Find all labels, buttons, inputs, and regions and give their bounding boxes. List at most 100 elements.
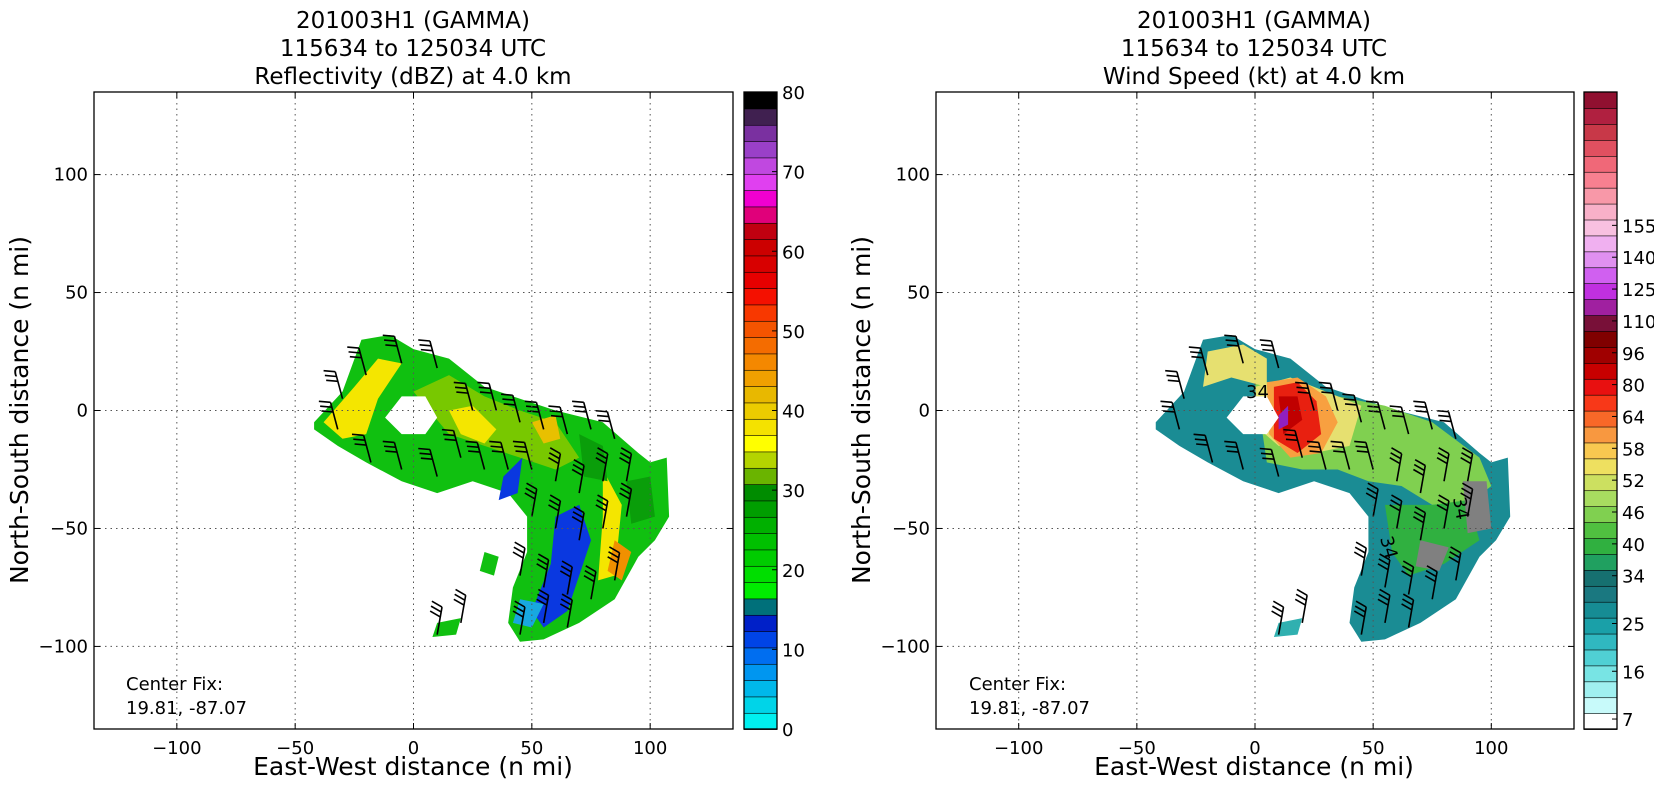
y-tick-label: 100 <box>54 165 88 186</box>
reflectivity-region <box>531 415 561 444</box>
colorbar-level <box>743 238 778 257</box>
right-y-axis-label: North-South distance (n mi) <box>847 236 876 584</box>
colorbar-level <box>743 451 778 469</box>
wind-speed-region <box>1415 540 1449 571</box>
colorbar-level <box>1583 617 1618 635</box>
colorbar-level <box>743 434 778 453</box>
wind-barb <box>536 588 550 623</box>
colorbar-level <box>1583 282 1618 300</box>
wind-barb <box>1460 447 1474 482</box>
wind-barb <box>559 560 573 595</box>
wind-barb <box>536 553 550 588</box>
wind-barb <box>595 494 609 529</box>
reflectivity-field <box>314 335 670 642</box>
colorbar-tick-label: 155 <box>1622 216 1654 237</box>
wind-barb <box>318 400 339 430</box>
y-tick-labels: −100 −50 0 50 100 <box>881 165 1574 657</box>
wind-barb <box>1318 381 1339 411</box>
wind-barb <box>1353 600 1367 635</box>
wind-barb <box>382 334 403 364</box>
colorbar-level <box>743 467 778 485</box>
wind-barb <box>1413 400 1433 430</box>
colorbar-level <box>743 320 778 338</box>
y-tick-label: 50 <box>907 283 930 304</box>
colorbar-level <box>1583 330 1618 348</box>
colorbar-level <box>1583 314 1618 332</box>
wind-barb <box>1165 369 1185 399</box>
wind-barb <box>1424 565 1438 600</box>
colorbar-level <box>1583 346 1618 364</box>
wind-barb <box>453 588 467 623</box>
colorbar-tick-label: 58 <box>1622 439 1645 460</box>
colorbar-tick-label: 0 <box>782 720 793 741</box>
x-tick-label: 50 <box>1362 738 1385 759</box>
colorbar-level <box>743 108 778 126</box>
colorbar-level <box>743 222 778 240</box>
colorbar-level <box>1583 489 1618 507</box>
colorbar-level <box>743 369 778 387</box>
reflectivity-region <box>449 405 497 444</box>
wind-barb <box>1460 482 1474 517</box>
wind-barb <box>619 482 633 517</box>
colorbar-tick-label: 50 <box>782 322 805 343</box>
wind-speed-field <box>1155 335 1511 642</box>
wind-barb <box>347 346 367 376</box>
right-title-line1: 201003H1 (GAMMA) <box>1137 8 1371 34</box>
reflectivity-region <box>607 540 632 581</box>
colorbar-tick-label: 70 <box>782 163 805 184</box>
wind-barb <box>1330 440 1351 470</box>
colorbar-tick-label: 140 <box>1622 248 1654 269</box>
colorbar-level <box>743 614 778 632</box>
wind-barb <box>501 393 521 423</box>
colorbar-tick-label: 64 <box>1622 407 1645 428</box>
wind-barb <box>1354 440 1374 470</box>
wind-speed-region <box>1384 500 1480 576</box>
colorbar-level <box>743 287 778 306</box>
wind-barb <box>512 600 526 635</box>
reflectivity-region <box>498 457 523 501</box>
colorbar-level <box>743 189 778 208</box>
reflectivity-region <box>512 599 544 628</box>
y-tick-label: −100 <box>881 636 930 657</box>
colorbar-level <box>743 206 778 224</box>
colorbar-tick-label: 34 <box>1622 567 1645 588</box>
colorbar-level <box>743 712 778 730</box>
wind-barb <box>1365 400 1386 430</box>
colorbar-tick-label: 46 <box>1622 503 1645 524</box>
colorbar-level <box>1583 107 1618 125</box>
reflectivity-region <box>413 375 580 470</box>
colorbar-level <box>1583 712 1618 730</box>
wind-speed-region <box>1278 405 1289 430</box>
colorbar-level <box>743 140 778 159</box>
wind-barb <box>418 447 438 477</box>
y-tick-label: 0 <box>919 401 930 422</box>
wind-barb <box>1283 428 1304 458</box>
storm-eye <box>1226 396 1279 435</box>
colorbar-tick-label: 110 <box>1622 312 1654 333</box>
grid-lines <box>936 92 1574 729</box>
colorbar-level <box>1583 521 1618 539</box>
colorbar-level <box>743 418 778 436</box>
colorbar-level <box>743 483 778 502</box>
colorbar-frame <box>1583 91 1618 730</box>
y-tick-label: 0 <box>77 401 88 422</box>
reflectivity-region <box>579 434 608 482</box>
grid-lines <box>94 92 733 729</box>
wind-barb <box>1436 409 1457 440</box>
colorbar-level <box>743 516 778 534</box>
colorbar-level <box>1583 378 1618 396</box>
left-x-axis-label: East-West distance (n mi) <box>253 752 573 781</box>
colorbar-level <box>1583 426 1618 444</box>
wind-barb <box>1448 546 1462 581</box>
colorbar-level <box>743 255 778 273</box>
colorbar-level <box>1583 219 1618 237</box>
wind-speed-colorbar: 7 16 25 34 40 46 52 58 64 80 96 110 125 140 155 <box>1583 91 1654 731</box>
reflectivity-region <box>479 552 499 576</box>
right-x-axis-label: East-West distance (n mi) <box>1094 752 1414 781</box>
colorbar-level <box>1583 505 1618 523</box>
x-tick-label: −50 <box>1118 738 1156 759</box>
wind-barb <box>489 440 509 470</box>
wind-barb <box>1353 541 1367 576</box>
colorbar-level <box>1583 649 1618 667</box>
right-center-fix-coords: 19.81, -87.07 <box>969 698 1090 719</box>
